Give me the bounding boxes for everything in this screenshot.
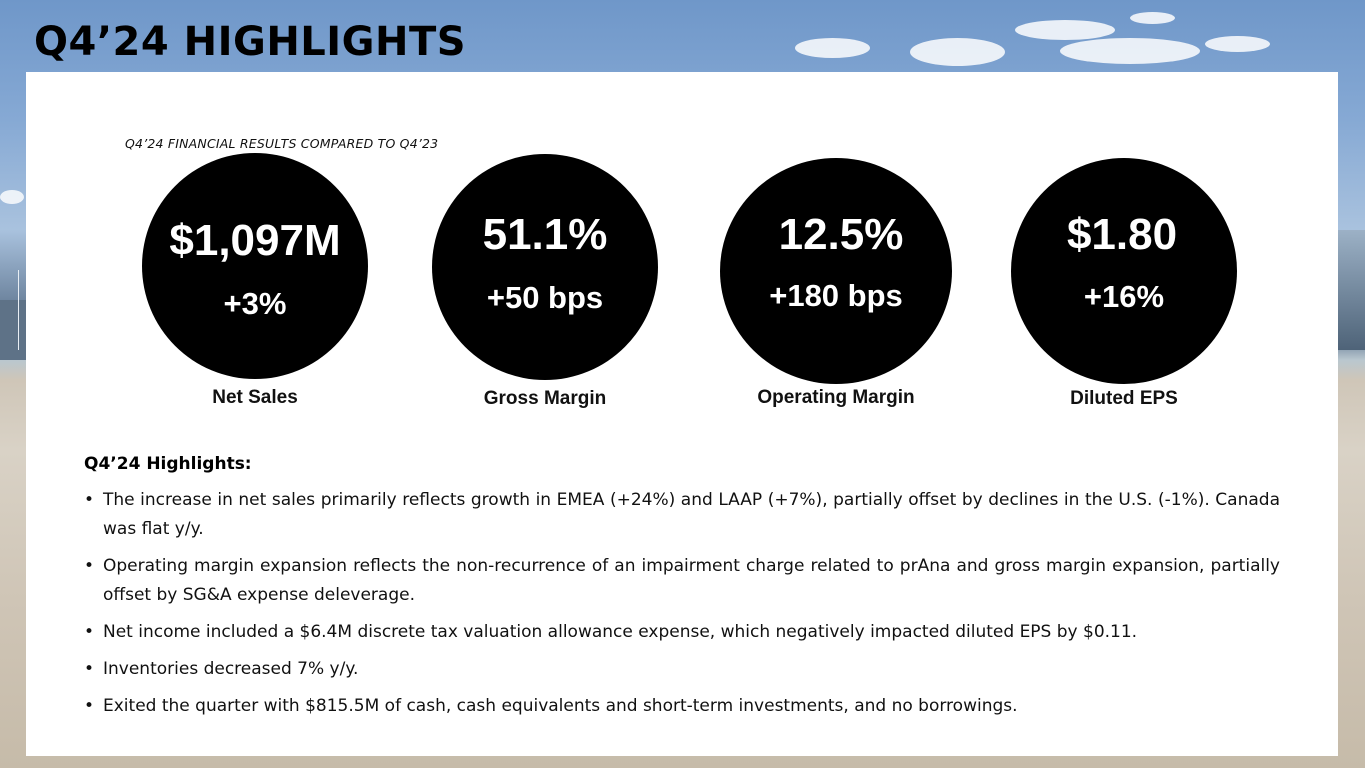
metric-label: Operating Margin: [757, 387, 915, 408]
bullet-text: Exited the quarter with $815.5M of cash,…: [103, 696, 1018, 716]
cloud: [0, 190, 24, 204]
metric-label: Diluted EPS: [1070, 388, 1178, 409]
metric-change: +16%: [1083, 279, 1165, 314]
metric-net-sales: $1,097M +3% Net Sales: [142, 153, 368, 408]
list-item: • Exited the quarter with $815.5M of cash…: [84, 692, 1280, 721]
bullet-dot: •: [84, 659, 95, 679]
metric-value: $1.80: [1066, 210, 1178, 259]
list-item: • Net income included a $6.4M discrete ta…: [84, 618, 1280, 647]
bullet-dot: •: [84, 696, 95, 716]
page-title: Q4’24 HIGHLIGHTS: [34, 19, 467, 65]
metric-gross-margin: 51.1% +50 bps Gross Margin: [432, 154, 658, 409]
metric-change: +50 bps: [486, 280, 604, 315]
metric-value: 12.5%: [778, 210, 904, 259]
metric-circle: 12.5% +180 bps: [720, 158, 952, 384]
list-item: • The increase in net sales primarily ref…: [84, 486, 1280, 544]
cloud: [1060, 38, 1200, 64]
list-item: • Inventories decreased 7% y/y.: [84, 655, 1280, 684]
metric-value: $1,097M: [169, 216, 341, 265]
metric-circle: $1.80 +16%: [1011, 158, 1237, 384]
cloud: [910, 38, 1005, 66]
cloud: [795, 38, 870, 58]
bullet-text: Inventories decreased 7% y/y.: [103, 659, 359, 679]
bullet-dot: •: [84, 622, 95, 642]
metric-circle: $1,097M +3%: [142, 153, 368, 379]
content-panel: Q4’24 FINANCIAL RESULTS COMPARED TO Q4’2…: [26, 72, 1338, 756]
mountain-left: [0, 300, 26, 360]
bullet-dot: •: [84, 490, 95, 510]
metric-label: Gross Margin: [483, 388, 607, 409]
metric-label: Net Sales: [212, 387, 298, 408]
boat-mast: [18, 270, 19, 350]
metric-change: +3%: [223, 286, 287, 321]
bullet-text: The increase in net sales primarily refl…: [103, 490, 1280, 539]
cloud: [1015, 20, 1115, 40]
results-subtitle: Q4’24 FINANCIAL RESULTS COMPARED TO Q4’2…: [125, 136, 439, 151]
cloud: [1130, 12, 1175, 24]
bullet-dot: •: [84, 556, 95, 576]
metric-operating-margin: 12.5% +180 bps Operating Margin: [720, 158, 952, 408]
highlights-list: • The increase in net sales primarily ref…: [84, 486, 1280, 729]
highlights-heading: Q4’24 Highlights:: [84, 454, 252, 474]
metric-circle: 51.1% +50 bps: [432, 154, 658, 380]
metric-value: 51.1%: [482, 210, 608, 259]
mountain-right: [1338, 230, 1365, 350]
metric-change: +180 bps: [769, 278, 903, 313]
bullet-text: Net income included a $6.4M discrete tax…: [103, 622, 1138, 642]
cloud: [1205, 36, 1270, 52]
list-item: • Operating margin expansion reflects the…: [84, 552, 1280, 610]
bullet-text: Operating margin expansion reflects the …: [103, 556, 1280, 605]
metric-diluted-eps: $1.80 +16% Diluted EPS: [1011, 158, 1237, 409]
